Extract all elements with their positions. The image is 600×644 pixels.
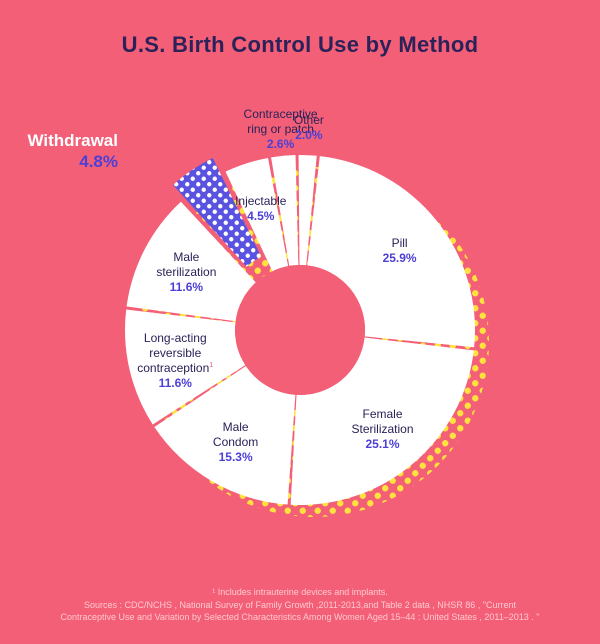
label-name: MaleCondom	[171, 420, 301, 450]
label-pct: 4.8%	[0, 151, 118, 172]
label-name: Malesterilization	[121, 250, 251, 280]
label-name: Pill	[335, 236, 465, 251]
label-larc: Long-actingreversiblecontraception111.6%	[110, 331, 240, 391]
label-injectable: Injectable4.5%	[196, 194, 326, 224]
label-pct: 15.3%	[171, 450, 301, 465]
chart-title: U.S. Birth Control Use by Method	[0, 32, 600, 58]
label-pct: 4.5%	[196, 209, 326, 224]
label-male_steril: Malesterilization11.6%	[121, 250, 251, 295]
label-male_condom: MaleCondom15.3%	[171, 420, 301, 465]
footnote-line: Sources : CDC/NCHS , National Survey of …	[20, 599, 580, 612]
label-name: Long-actingreversiblecontraception1	[110, 331, 240, 376]
infographic-stage: U.S. Birth Control Use by Method Pill25.…	[0, 0, 600, 644]
footnotes: ¹ Includes intrauterine devices and impl…	[20, 586, 580, 624]
donut-hole	[235, 265, 365, 395]
label-pill: Pill25.9%	[335, 236, 465, 266]
label-name: Other	[244, 113, 374, 128]
label-pct: 11.6%	[121, 280, 251, 295]
label-pct: 25.1%	[318, 437, 448, 452]
label-other: Other2.0%	[244, 113, 374, 143]
label-female_steril: FemaleSterilization25.1%	[318, 407, 448, 452]
label-pct: 2.0%	[244, 128, 374, 143]
label-name: Injectable	[196, 194, 326, 209]
label-pct: 11.6%	[110, 376, 240, 391]
label-withdrawal: Withdrawal4.8%	[0, 130, 118, 173]
label-name: Withdrawal	[0, 130, 118, 151]
footnote-line: Contraceptive Use and Variation by Selec…	[20, 611, 580, 624]
label-pct: 25.9%	[335, 251, 465, 266]
label-name: FemaleSterilization	[318, 407, 448, 437]
footnote-line: ¹ Includes intrauterine devices and impl…	[20, 586, 580, 599]
